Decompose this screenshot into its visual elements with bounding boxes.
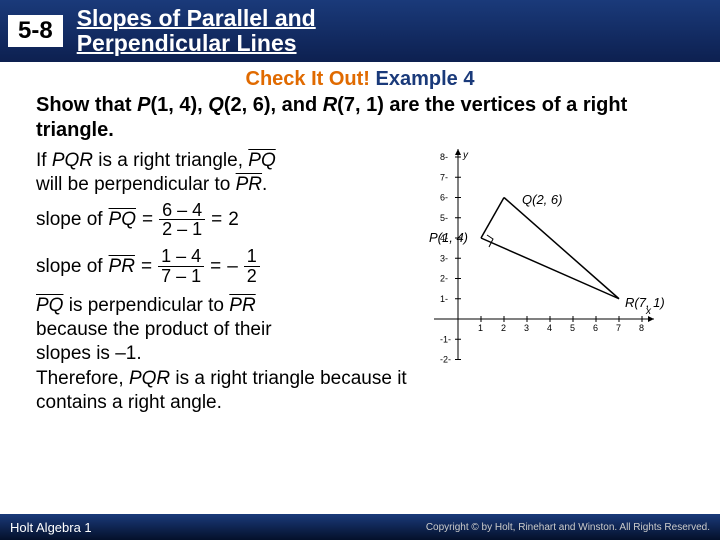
svg-text:7: 7 [616, 323, 621, 333]
svg-text:4: 4 [547, 323, 552, 333]
problem-prompt: Show that P(1, 4), Q(2, 6), and R(7, 1) … [36, 93, 684, 143]
graph-panel: xy12345678-2--1-1-2-3-4-5-6-7-8- P(1, 4)… [434, 149, 684, 365]
slope-pr-result: 1 2 [244, 247, 260, 286]
svg-text:3: 3 [524, 323, 529, 333]
svg-text:2: 2 [501, 323, 506, 333]
slope-pr-neg: – [227, 255, 238, 279]
title-line2: Perpendicular Lines [77, 30, 297, 56]
svg-text:6: 6 [593, 323, 598, 333]
svg-text:3-: 3- [440, 253, 448, 263]
svg-text:1-: 1- [440, 294, 448, 304]
conclusion-text: Therefore, PQR is a right triangle becau… [36, 367, 684, 415]
slope-pr-fraction: 1 – 4 7 – 1 [158, 247, 204, 286]
svg-text:5: 5 [570, 323, 575, 333]
slope-pq-line: slope of PQ = 6 – 4 2 – 1 = 2 [36, 201, 434, 240]
svg-text:8: 8 [639, 323, 644, 333]
slide-content: Check It Out! Example 4 Show that P(1, 4… [0, 62, 720, 415]
example-heading: Check It Out! Example 4 [36, 68, 684, 91]
svg-text:y: y [462, 150, 469, 161]
intro-text: If PQR is a right triangle, PQ will be p… [36, 149, 434, 197]
copyright-text: Copyright © by Holt, Rinehart and Winsto… [426, 522, 710, 533]
segment-pr: PR [109, 255, 135, 279]
point-q-label: Q(2, 6) [522, 192, 562, 207]
point-r-label: R(7, 1) [625, 295, 665, 310]
svg-text:5-: 5- [440, 213, 448, 223]
book-title: Holt Algebra 1 [10, 520, 92, 535]
svg-text:8-: 8- [440, 152, 448, 162]
svg-text:-1-: -1- [440, 334, 451, 344]
svg-text:1: 1 [478, 323, 483, 333]
point-p-label: P(1, 4) [429, 230, 468, 245]
slope-pq-result: 2 [228, 208, 239, 232]
svg-text:-2-: -2- [440, 355, 451, 365]
perpendicular-statement: PQ is perpendicular to PR because the pr… [36, 294, 434, 365]
example-number-label: Example 4 [376, 68, 475, 90]
coordinate-graph: xy12345678-2--1-1-2-3-4-5-6-7-8- [434, 149, 654, 359]
svg-text:2-: 2- [440, 274, 448, 284]
lesson-title: Slopes of Parallel and Perpendicular Lin… [77, 6, 316, 57]
slope-pr-label: slope of [36, 255, 103, 279]
slope-pq-fraction: 6 – 4 2 – 1 [159, 201, 205, 240]
check-it-out-label: Check It Out! [246, 68, 370, 90]
title-line1: Slopes of Parallel and [77, 5, 316, 31]
slope-pq-label: slope of [36, 208, 103, 232]
slope-pr-line: slope of PR = 1 – 4 7 – 1 = – 1 2 [36, 247, 434, 286]
svg-text:6-: 6- [440, 193, 448, 203]
svg-text:7-: 7- [440, 172, 448, 182]
slide-footer: Holt Algebra 1 Copyright © by Holt, Rine… [0, 514, 720, 540]
solution-text: If PQR is a right triangle, PQ will be p… [36, 149, 434, 365]
segment-pq: PQ [109, 208, 136, 232]
lesson-number-box: 5-8 [8, 15, 63, 47]
lesson-header: 5-8 Slopes of Parallel and Perpendicular… [0, 0, 720, 62]
